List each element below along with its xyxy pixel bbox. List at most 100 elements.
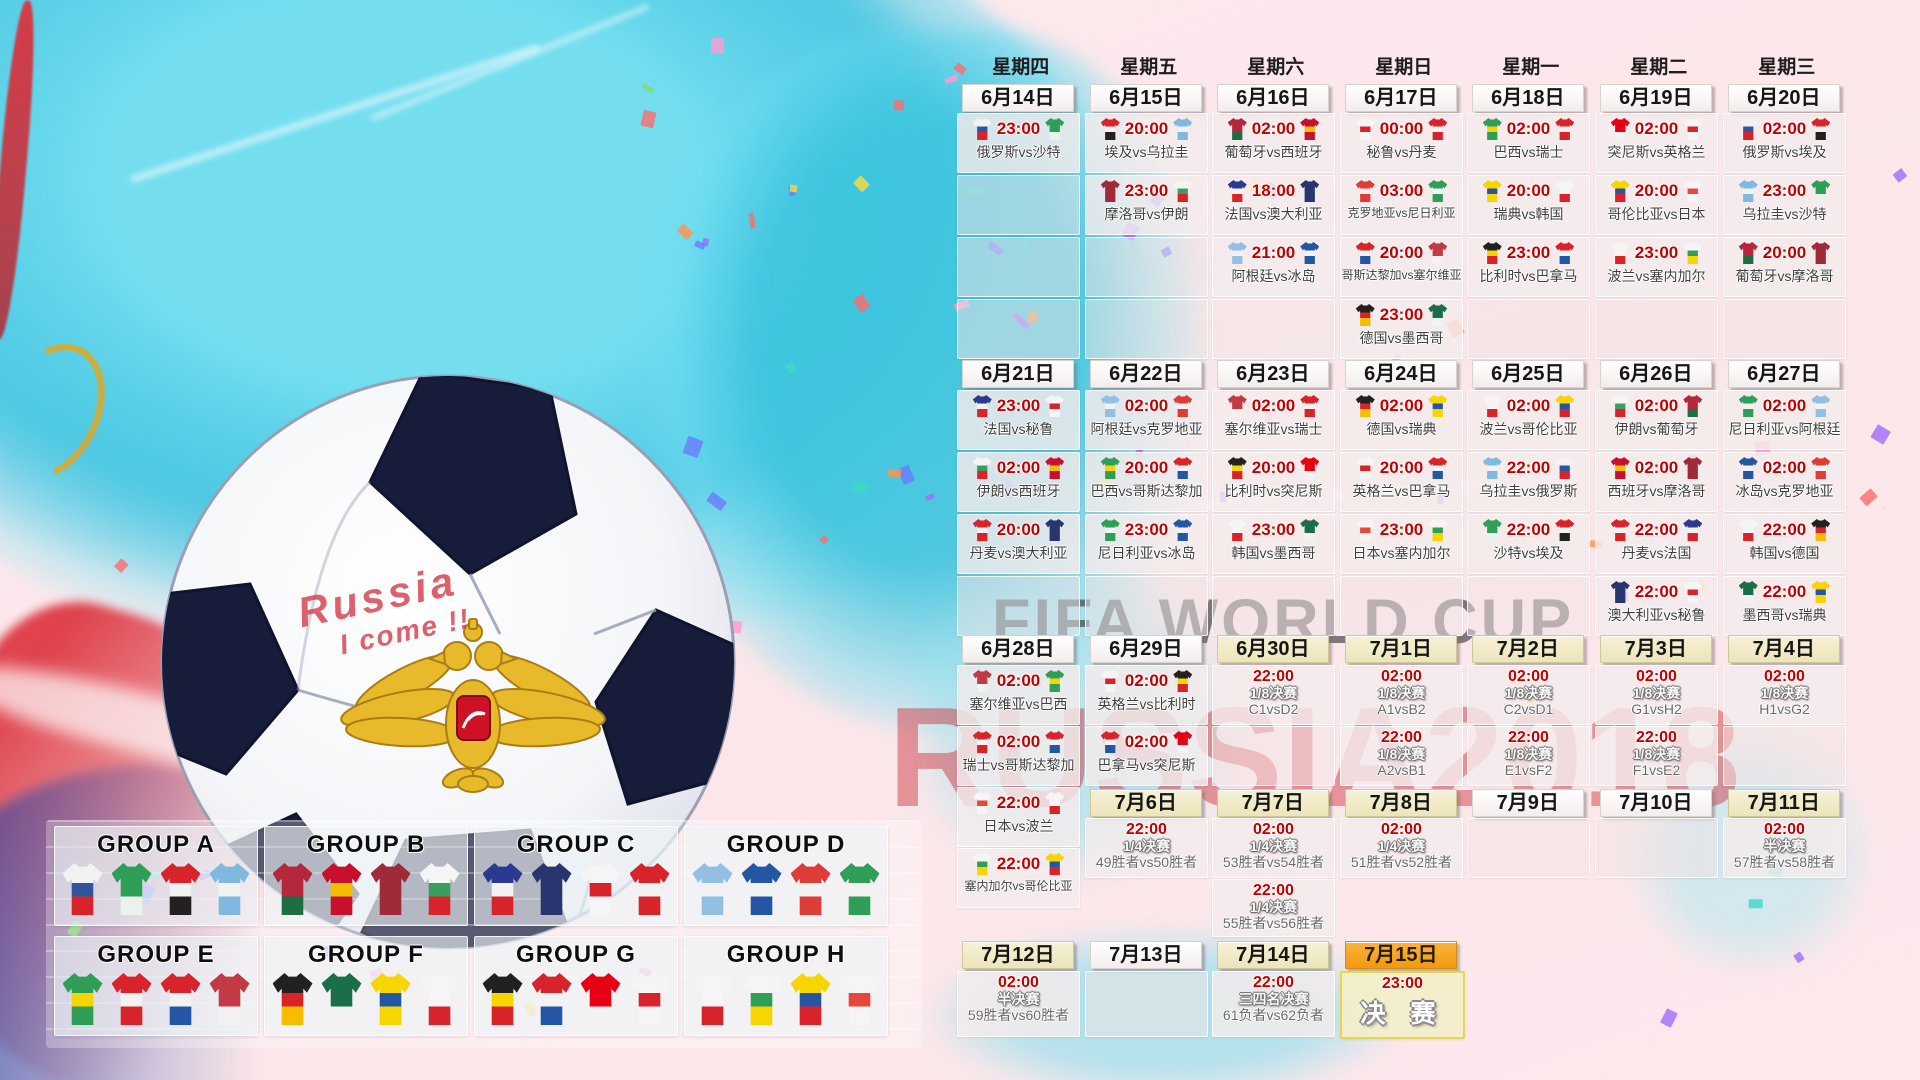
- match-time: 02:00: [1762, 119, 1807, 138]
- match-header: 20:00: [1341, 242, 1462, 264]
- match-teams: 比利时vs突尼斯: [1224, 483, 1323, 499]
- match-time: 02:00: [1251, 396, 1296, 415]
- date-button[interactable]: 7月2日: [1471, 635, 1584, 663]
- group-jerseys: [265, 973, 467, 1025]
- match-teams: 伊朗vs葡萄牙: [1614, 421, 1699, 437]
- match-cell: 23:00 德国vs墨西哥: [1340, 299, 1463, 359]
- match-teams: 波兰vs塞内加尔: [1607, 268, 1706, 284]
- date-button[interactable]: 7月7日: [1216, 789, 1329, 817]
- weekday-label: 星期一: [1502, 57, 1560, 78]
- date-button[interactable]: 7月4日: [1727, 635, 1840, 663]
- match-header: 00:00: [1341, 118, 1462, 140]
- match-header: 02:00: [958, 731, 1079, 753]
- group-jerseys: [685, 863, 887, 915]
- final-cell: 23:00 决 赛: [1340, 971, 1465, 1039]
- home-jersey-icon: [1738, 395, 1758, 417]
- away-jersey-icon: [1300, 457, 1320, 479]
- match-teams: 塞内加尔vs哥伦比亚: [964, 879, 1073, 893]
- match-time: 02:00: [996, 458, 1041, 477]
- match-time: 21:00: [1251, 243, 1296, 262]
- home-jersey-icon: [1355, 118, 1375, 140]
- date-button[interactable]: 6月26日: [1599, 360, 1712, 388]
- home-jersey-icon: [1482, 457, 1502, 479]
- away-jersey-icon: [1683, 519, 1703, 541]
- match-header: 20:00: [958, 519, 1079, 541]
- match-time: 22:00: [1506, 520, 1551, 539]
- date-button[interactable]: 7月10日: [1599, 789, 1712, 817]
- home-jersey-icon: [1355, 457, 1375, 479]
- match-cell: 02:00 冰岛vs克罗地亚: [1723, 452, 1846, 512]
- match-time: 20:00: [1506, 181, 1551, 200]
- date-button[interactable]: 7月8日: [1344, 789, 1457, 817]
- date-button[interactable]: 6月30日: [1216, 635, 1329, 663]
- match-time: 18:00: [1251, 181, 1296, 200]
- date-button[interactable]: 6月19日: [1599, 84, 1712, 112]
- home-jersey-icon: [972, 670, 992, 692]
- away-jersey-icon: [1045, 395, 1065, 417]
- date-button[interactable]: 6月15日: [1089, 84, 1202, 112]
- match-time: 20:00: [1124, 119, 1169, 138]
- home-jersey-icon: [1738, 519, 1758, 541]
- date-button[interactable]: 7月6日: [1089, 789, 1202, 817]
- date-button[interactable]: 6月14日: [961, 84, 1074, 112]
- date-button[interactable]: 6月29日: [1089, 635, 1202, 663]
- away-jersey-icon: [1300, 118, 1320, 140]
- home-jersey-icon: [1355, 519, 1375, 541]
- home-jersey-icon: [1738, 581, 1758, 603]
- home-jersey-icon: [1100, 457, 1120, 479]
- away-jersey-icon: [1683, 395, 1703, 417]
- date-button[interactable]: 6月25日: [1471, 360, 1584, 388]
- home-jersey-icon: [1227, 519, 1247, 541]
- home-jersey-icon: [1100, 180, 1120, 202]
- home-jersey-icon: [1482, 395, 1502, 417]
- home-jersey-icon: [972, 519, 992, 541]
- match-teams: 冰岛vs克罗地亚: [1735, 483, 1834, 499]
- date-button[interactable]: 7月3日: [1599, 635, 1712, 663]
- knockout-cell: 02:00 1/8决赛 G1vsH2: [1595, 665, 1718, 725]
- date-button[interactable]: 6月21日: [961, 360, 1074, 388]
- match-cell: 22:00 塞内加尔vs哥伦比亚: [957, 848, 1080, 908]
- date-button[interactable]: 6月28日: [961, 635, 1074, 663]
- match-header: 02:00: [1213, 118, 1334, 140]
- date-button[interactable]: 6月18日: [1471, 84, 1584, 112]
- date-button[interactable]: 7月12日: [961, 941, 1074, 969]
- match-header: 02:00: [1086, 395, 1207, 417]
- knockout-time: 02:00: [1636, 668, 1677, 685]
- knockout-matchup: 57胜者vs58胜者: [1733, 854, 1836, 870]
- match-cell: 22:00 沙特vs埃及: [1467, 514, 1590, 574]
- date-button[interactable]: 7月14日: [1216, 941, 1329, 969]
- knockout-stage: 1/8决赛: [1504, 746, 1553, 762]
- date-button[interactable]: 6月24日: [1344, 360, 1457, 388]
- away-jersey-icon: [1683, 118, 1703, 140]
- date-button[interactable]: 6月16日: [1216, 84, 1329, 112]
- final-label: 决 赛: [1360, 1000, 1445, 1028]
- match-teams: 韩国vs墨西哥: [1231, 545, 1316, 561]
- home-jersey-icon: [1738, 180, 1758, 202]
- match-time: 23:00: [1634, 243, 1679, 262]
- match-time: 22:00: [1762, 520, 1807, 539]
- date-button[interactable]: 7月11日: [1727, 789, 1840, 817]
- date-button[interactable]: 7月9日: [1471, 789, 1584, 817]
- knockout-cell: 22:00 1/8决赛 A2vsB1: [1340, 726, 1463, 786]
- date-button[interactable]: 7月15日: [1344, 941, 1457, 969]
- match-cell: 22:00 丹麦vs法国: [1595, 514, 1718, 574]
- match-cell: 02:00 突尼斯vs英格兰: [1595, 113, 1718, 173]
- match-time: 23:00: [1251, 520, 1296, 539]
- match-header: 02:00: [1724, 395, 1845, 417]
- date-button[interactable]: 7月1日: [1344, 635, 1457, 663]
- knockout-stage: 1/8决赛: [1249, 685, 1298, 701]
- match-time: 23:00: [1379, 520, 1424, 539]
- date-button[interactable]: 6月20日: [1727, 84, 1840, 112]
- knockout-time: 02:00: [1253, 821, 1294, 838]
- match-cell: 23:00 乌拉圭vs沙特: [1723, 175, 1846, 235]
- away-jersey-icon: [1428, 242, 1448, 264]
- date-button[interactable]: 6月17日: [1344, 84, 1457, 112]
- home-jersey-icon: [1227, 457, 1247, 479]
- match-cell: 22:00 墨西哥vs瑞典: [1723, 576, 1846, 636]
- match-cell: 23:00 波兰vs塞内加尔: [1595, 237, 1718, 297]
- home-jersey-icon: [972, 118, 992, 140]
- date-button[interactable]: 6月27日: [1727, 360, 1840, 388]
- date-button[interactable]: 7月13日: [1089, 941, 1202, 969]
- date-button[interactable]: 6月22日: [1089, 360, 1202, 388]
- date-button[interactable]: 6月23日: [1216, 360, 1329, 388]
